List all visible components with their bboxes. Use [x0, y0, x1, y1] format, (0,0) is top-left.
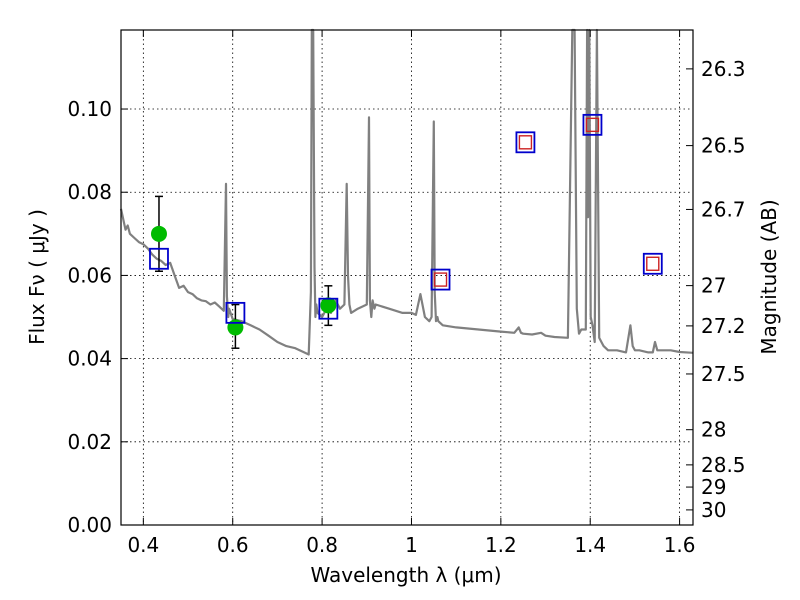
y-axis-label: Flux Fν ( μJy ) [25, 209, 49, 345]
y2-tick-label: 28.5 [701, 453, 746, 477]
y2-axis-label: Magnitude (AB) [757, 199, 781, 354]
plot-frame [120, 29, 694, 526]
model-band-box [515, 131, 536, 154]
y-tick-label: 0.02 [67, 430, 112, 454]
y2-tick-label: 28 [701, 418, 726, 442]
x-axis-label: Wavelength λ (μm) [310, 563, 501, 587]
x-tick-label: 0.6 [217, 533, 249, 557]
model-band-box [225, 301, 246, 324]
model-band-box [642, 252, 663, 275]
model-band-box [149, 247, 169, 270]
axis-ticks: 0.4 0.6 0.8 1 1.2 1.4 1.6 0.00 0.02 0.04 0.06 0.08 0… [67, 30, 746, 557]
grid [121, 30, 693, 526]
model-band-inner-box [585, 117, 600, 133]
model-band-box [582, 113, 603, 136]
model-band-markers [149, 113, 663, 324]
y2-tick-label: 27 [701, 274, 726, 298]
y2-tick-label: 27.5 [701, 362, 746, 386]
y2-tick-label: 26.5 [701, 134, 746, 158]
observed-point [150, 225, 167, 242]
x-tick-label: 0.4 [127, 533, 159, 557]
model-spectrum-line [119, 28, 694, 356]
x-tick-label: 1.6 [664, 533, 696, 557]
y-tick-label: 0.10 [67, 97, 112, 121]
y-tick-label: 0.04 [67, 347, 112, 371]
y2-tick-label: 26.7 [701, 197, 746, 221]
y-tick-label: 0.08 [67, 180, 112, 204]
x-tick-label: 1.4 [574, 533, 606, 557]
model-band-box [430, 268, 451, 291]
y2-tick-label: 29 [701, 475, 726, 499]
x-tick-label: 1.2 [485, 533, 517, 557]
x-tick-label: 0.8 [306, 533, 338, 557]
model-band-inner-box [518, 135, 533, 150]
model-band-inner-box [646, 256, 660, 271]
y2-tick-label: 26.3 [701, 57, 746, 81]
x-tick-label: 1 [405, 533, 418, 557]
model-band-box [318, 297, 339, 320]
observed-point [320, 297, 337, 314]
y2-tick-label: 27.2 [701, 314, 746, 338]
model-spectrum [119, 28, 694, 356]
y-tick-label: 0.00 [67, 513, 112, 537]
y-tick-label: 0.06 [67, 263, 112, 287]
y2-tick-label: 30 [701, 498, 726, 522]
error-bars [154, 195, 333, 349]
model-band-inner-box [433, 272, 448, 287]
observed-point [227, 319, 244, 336]
